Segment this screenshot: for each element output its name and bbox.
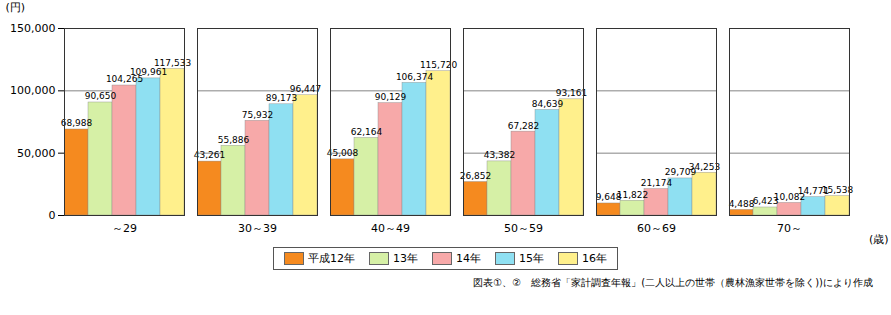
html-text:図表①、② 総務省「家計調査年報」(二人以上の世帯（農林漁家: 図表①、② 総務省「家計調査年報」(二人以上の世帯（農林漁家世帯を除く))により… (473, 277, 873, 288)
svg-text:90,650: 90,650 (85, 91, 117, 101)
svg-text:～29: ～29 (112, 222, 137, 235)
svg-text:29,709: 29,709 (664, 167, 697, 178)
html-text:16年: 16年 (582, 252, 607, 265)
svg-text:84,639: 84,639 (532, 99, 564, 109)
svg-text:9,648: 9,648 (595, 192, 622, 203)
svg-text:43,261: 43,261 (194, 150, 226, 160)
svg-text:21,174: 21,174 (641, 178, 673, 188)
svg-text:106,374: 106,374 (396, 72, 433, 82)
svg-text:117,533: 117,533 (154, 58, 191, 68)
svg-text:(歳): (歳) (869, 233, 889, 246)
svg-text:11,822: 11,822 (617, 190, 649, 200)
html-text:14年: 14年 (456, 252, 481, 265)
svg-text:62,164: 62,164 (351, 127, 383, 137)
svg-text:50～59: 50～59 (504, 222, 543, 235)
svg-text:96,447: 96,447 (290, 84, 322, 94)
svg-text:10,082: 10,082 (773, 191, 806, 202)
svg-text:40～49: 40～49 (371, 222, 410, 235)
svg-text:34,253: 34,253 (689, 162, 721, 172)
svg-text:4,488: 4,488 (729, 199, 755, 209)
svg-text:14,771: 14,771 (797, 186, 830, 196)
svg-text:55,886: 55,886 (218, 135, 250, 145)
svg-text:90,129: 90,129 (375, 92, 407, 102)
html-text:15年: 15年 (519, 252, 544, 265)
svg-text:75,932: 75,932 (242, 110, 274, 120)
svg-text:68,988: 68,988 (61, 118, 93, 128)
svg-text:(円): (円) (6, 1, 26, 14)
html-text:13年: 13年 (393, 252, 418, 265)
svg-text:93,161: 93,161 (556, 88, 588, 98)
svg-text:70～: 70～ (777, 222, 802, 235)
svg-text:0: 0 (49, 209, 56, 222)
svg-text:6,423: 6,423 (752, 196, 779, 207)
svg-text:43,382: 43,382 (484, 150, 516, 160)
svg-text:89,173: 89,173 (266, 93, 298, 103)
svg-text:50,000: 50,000 (17, 147, 56, 160)
svg-text:30～39: 30～39 (238, 222, 277, 235)
svg-text:104,265: 104,265 (105, 74, 144, 85)
html-text:平成12年: 平成12年 (308, 252, 355, 265)
svg-text:15,538: 15,538 (822, 185, 854, 195)
svg-text:67,282: 67,282 (508, 121, 540, 131)
svg-text:60～69: 60～69 (637, 222, 676, 235)
svg-text:26,852: 26,852 (460, 171, 492, 181)
svg-text:150,000: 150,000 (10, 22, 56, 35)
svg-text:109,961: 109,961 (130, 67, 167, 77)
svg-text:100,000: 100,000 (10, 84, 56, 97)
svg-text:115,720: 115,720 (420, 60, 457, 70)
svg-text:45,008: 45,008 (327, 148, 359, 158)
